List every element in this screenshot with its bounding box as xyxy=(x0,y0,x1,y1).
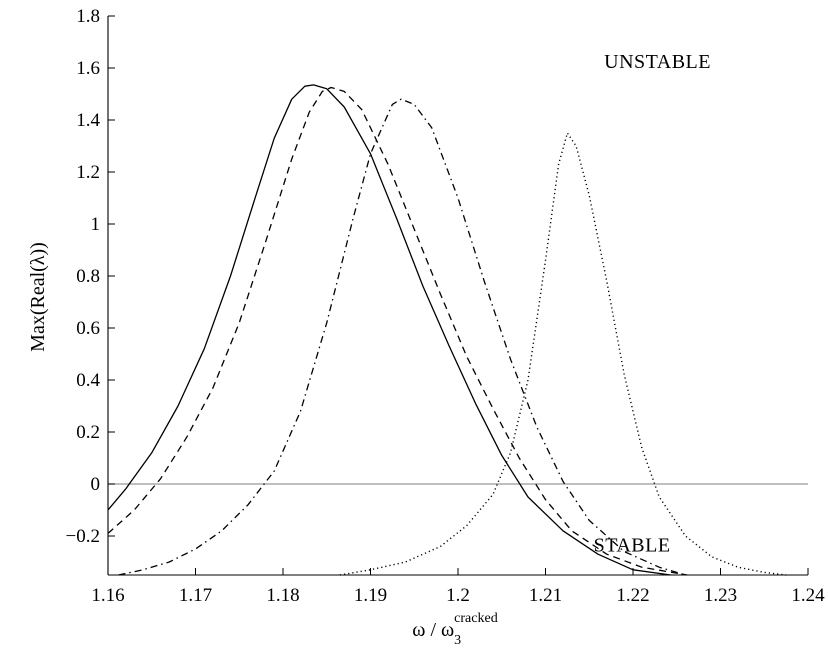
x-tick-label: 1.23 xyxy=(704,585,737,606)
x-tick-label: 1.2 xyxy=(446,585,470,606)
y-tick-label: 0.2 xyxy=(76,422,100,443)
series-line-dashed xyxy=(107,86,688,576)
x-axis-label-subscript: 3 xyxy=(454,633,461,648)
y-tick-label: 1 xyxy=(91,214,101,235)
x-tick-label: 1.16 xyxy=(91,585,124,606)
x-tick-label: 1.19 xyxy=(354,585,387,606)
x-tick-label: 1.24 xyxy=(791,585,825,606)
y-tick-label: 0.8 xyxy=(76,266,100,287)
y-tick-label: 0 xyxy=(91,474,101,495)
series-line-dashdot xyxy=(118,98,686,576)
y-tick-label: 1.2 xyxy=(76,162,100,183)
y-tick-label: 0.4 xyxy=(76,370,100,391)
x-tick-label: 1.22 xyxy=(616,585,649,606)
series-line-dotted xyxy=(339,132,787,576)
y-axis-label: Max(Real(λ)) xyxy=(27,242,49,352)
ticks-layer: 1.16 1.17 1.18 1.19 1.2 1.21 1.22 1.23 1.24−0.20… xyxy=(66,6,826,606)
series-layer xyxy=(107,84,787,576)
annot-layer: UNSTABLE STABLE xyxy=(594,51,711,557)
annotation-unstable: UNSTABLE xyxy=(604,51,711,73)
x-axis-label-superscript: cracked xyxy=(454,611,498,626)
x-tick-label: 1.21 xyxy=(529,585,562,606)
x-tick-label: 1.17 xyxy=(179,585,212,606)
y-tick-label: 1.6 xyxy=(76,58,100,79)
annotation-stable: STABLE xyxy=(594,535,671,557)
x-axis-label-main: ω / ω xyxy=(412,619,454,641)
y-tick-label: 0.6 xyxy=(76,318,100,339)
x-tick-label: 1.18 xyxy=(266,585,299,606)
axes-layer xyxy=(107,16,808,576)
y-tick-label: −0.2 xyxy=(66,526,100,547)
y-tick-label: 1.4 xyxy=(76,110,100,131)
series-line-solid xyxy=(107,84,671,576)
x-axis-label: ω / ω3 cracked xyxy=(412,611,497,648)
y-tick-label: 1.8 xyxy=(76,6,100,27)
